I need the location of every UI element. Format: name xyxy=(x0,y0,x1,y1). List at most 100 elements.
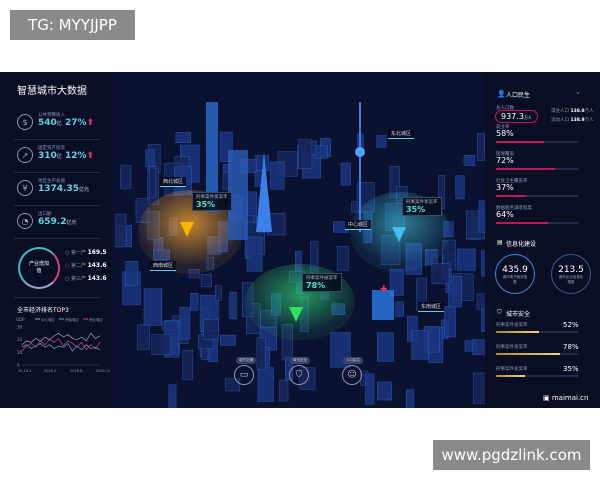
trend-chart-icon: ↗ xyxy=(17,147,33,163)
arrow-up-icon: ⬆ xyxy=(86,118,95,128)
bar-label: 刑事案件发案率 xyxy=(496,323,528,328)
metric-label: 出口额 xyxy=(38,212,52,217)
unit: 亿元 xyxy=(66,220,77,226)
value: 138.9 xyxy=(570,118,585,123)
metric-value: 310亿 12%⬆ xyxy=(38,151,94,161)
resident-pop: 常驻人口 138.9万人 xyxy=(551,108,594,114)
dashboard-title: 智慧城市大数据 xyxy=(17,86,87,97)
callout-value: 35% xyxy=(196,200,216,209)
x-tick-label: 20.18.1 xyxy=(18,369,31,373)
progress-bar xyxy=(496,168,578,170)
label: 第三产 xyxy=(70,276,86,282)
bar-value: 58% xyxy=(496,129,514,138)
total-population-badge: 937.3万人 xyxy=(495,110,538,123)
bar-label: 社会卫生覆盖率 xyxy=(496,179,528,184)
industry-item: ○ 第一产 169.5 xyxy=(65,249,107,256)
donut-center-label: 产业增加值 xyxy=(29,261,50,274)
safety-title: 城市安全 xyxy=(506,311,531,318)
gdp-line-chart: GDP 中心城区 西南城区 西北城区 0 10 20 30 20.18.1 2018.4 2018.… xyxy=(16,317,110,373)
left-panel: 智慧城市大数据 $ 公共预算收入 540亿 27%⬆ ↗ 固定资产投资 310亿… xyxy=(0,72,112,408)
shield-icon: ⛉ xyxy=(497,309,502,316)
unit: 亿 xyxy=(56,121,62,127)
collapse-chevron-icon[interactable]: ⌄ xyxy=(575,88,581,96)
population-title: 人口民生 xyxy=(506,92,531,99)
metric-label: 地区生产总值 xyxy=(38,179,65,184)
series-line xyxy=(21,337,101,352)
progress-bar xyxy=(496,195,578,197)
district-label[interactable]: 西北城区 xyxy=(160,177,187,187)
district-label[interactable]: 东北城区 xyxy=(388,129,415,139)
x-tick-label: 2018.4 xyxy=(44,369,57,373)
value: 169.5 xyxy=(87,249,107,256)
callout-label: 刑事案件发案率 xyxy=(406,200,438,205)
enterprise-index-ring: 213.5 城市企业信息化指数 xyxy=(551,254,591,294)
pct: 12% xyxy=(64,151,87,161)
y-tick-label: 20 xyxy=(17,337,23,342)
location-marker-icon xyxy=(289,307,303,322)
series-line xyxy=(21,332,101,346)
district-label[interactable]: 中心城区 xyxy=(345,220,372,230)
bar-value: 35% xyxy=(563,365,579,373)
label: 第二产 xyxy=(70,263,86,269)
info-title: 信息化建设 xyxy=(506,241,537,248)
location-marker-icon xyxy=(180,222,194,237)
label: 第一产 xyxy=(70,250,86,256)
value: 138.9 xyxy=(570,109,585,114)
label: 流动人口 xyxy=(551,118,569,123)
label: 常驻人口 xyxy=(551,109,569,114)
export-icon: ◔ xyxy=(17,213,33,229)
progress-bar xyxy=(496,353,578,355)
value: 540 xyxy=(38,118,57,128)
callout-label: 刑事案件发案率 xyxy=(196,195,228,200)
unit: 万人 xyxy=(523,115,532,120)
stat-callout: 刑事案件发案率 35% xyxy=(402,197,442,216)
floating-pop: 流动人口 138.9万人 xyxy=(551,117,594,123)
unit: 万人 xyxy=(584,118,594,123)
y-tick-label: 30 xyxy=(17,325,23,330)
bar-label: 数据服务满意程度 xyxy=(496,206,532,211)
bar-value: 37% xyxy=(496,183,514,192)
right-panel: 👤 人口民生 ⌄ 总人口数 937.3万人 常驻人口 138.9万人 流动人口 … xyxy=(485,72,600,408)
progress-bar xyxy=(496,375,578,377)
document-icon: ▤ xyxy=(497,239,503,246)
person-icon: 👤 xyxy=(497,90,506,98)
metric-value: 1374.35亿元 xyxy=(38,184,89,194)
ring-label: 城市企业信息化指数 xyxy=(558,275,584,284)
value: 659.2 xyxy=(38,217,67,227)
person-button[interactable]: ☺ xyxy=(342,365,362,385)
shield-button[interactable]: ⛉ xyxy=(289,365,309,385)
shield-icon: ⛉ xyxy=(295,370,303,380)
value: 143.6 xyxy=(87,275,107,282)
egov-index-ring: 435.9 城市电子政务指数 xyxy=(495,254,535,294)
district-label[interactable]: 东南城区 xyxy=(418,302,445,312)
dashboard: ✚ 西北城区 东北城区 中心城区 西南城区 东南城区 刑事案件发案率 35% 刑事… xyxy=(0,72,600,408)
progress-bar xyxy=(496,222,578,224)
yuan-icon: ¥ xyxy=(17,180,33,196)
ring-value: 435.9 xyxy=(502,265,528,275)
person-icon: ☺ xyxy=(347,370,357,380)
bus-button-label: 城市交通 xyxy=(236,357,256,364)
value: 143.6 xyxy=(87,262,107,269)
legend-entry: 中心城区 xyxy=(41,317,55,322)
bar-label: 医保覆盖 xyxy=(496,152,514,157)
legend-entry: 西南城区 xyxy=(65,317,79,322)
y-tick-label: 0 xyxy=(17,363,20,368)
bus-icon: ▭ xyxy=(239,370,249,380)
metric-value: 540亿 27%⬆ xyxy=(38,118,94,128)
bar-value: 72% xyxy=(496,156,514,165)
legend-entry: 西北城区 xyxy=(89,317,103,322)
progress-bar xyxy=(496,141,578,143)
value: 1374.35 xyxy=(38,184,79,194)
location-marker-icon xyxy=(392,227,406,242)
bar-label: 刑事案件发案率 xyxy=(496,367,528,372)
x-tick-label: 2018.8 xyxy=(70,369,82,373)
district-label[interactable]: 西南城区 xyxy=(150,261,177,271)
bar-value: 78% xyxy=(563,343,579,351)
total-population-label: 总人口数 xyxy=(496,106,514,111)
stat-callout: 刑事案件破案率 78% xyxy=(302,273,342,292)
bus-button[interactable]: ▭ xyxy=(234,365,254,385)
stat-callout: 刑事案件发案率 35% xyxy=(192,192,232,211)
svg-text:✚: ✚ xyxy=(380,285,388,295)
y-axis-label: GDP xyxy=(16,317,25,322)
ring-label: 城市电子政务指数 xyxy=(502,275,528,284)
